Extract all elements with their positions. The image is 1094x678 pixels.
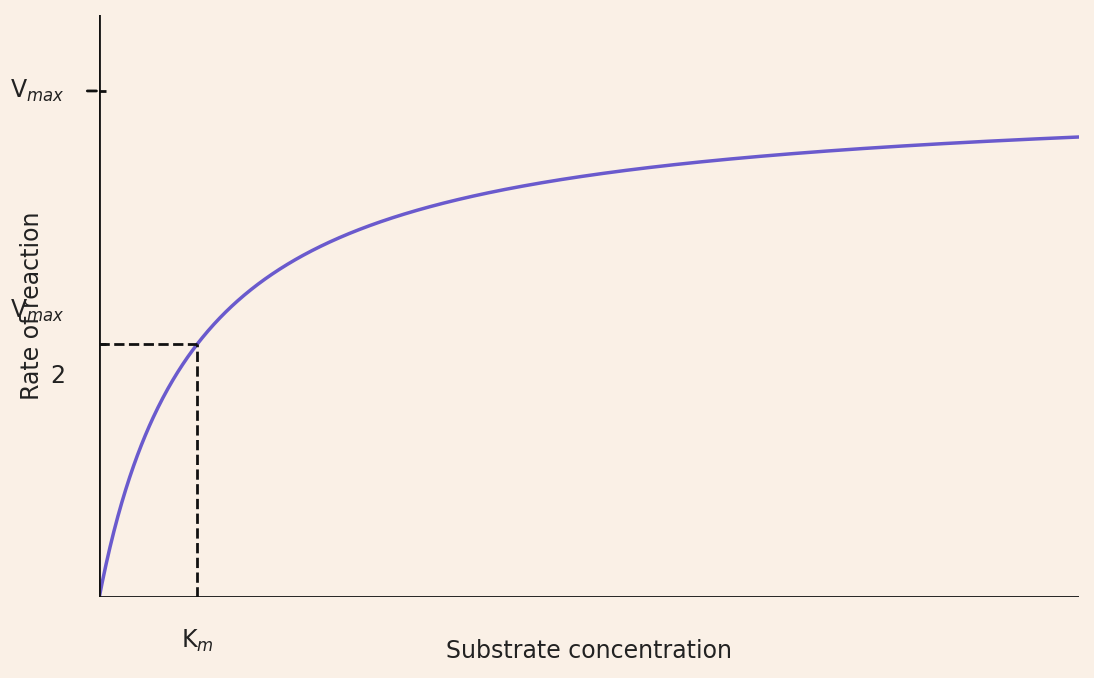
Y-axis label: Rate of reaction: Rate of reaction bbox=[20, 212, 44, 401]
Text: V$_{max}$: V$_{max}$ bbox=[10, 298, 65, 324]
X-axis label: Substrate concentration: Substrate concentration bbox=[446, 639, 732, 663]
Text: V$_{max}$: V$_{max}$ bbox=[10, 78, 65, 104]
Text: K$_m$: K$_m$ bbox=[181, 628, 213, 654]
Text: 2: 2 bbox=[50, 364, 65, 388]
